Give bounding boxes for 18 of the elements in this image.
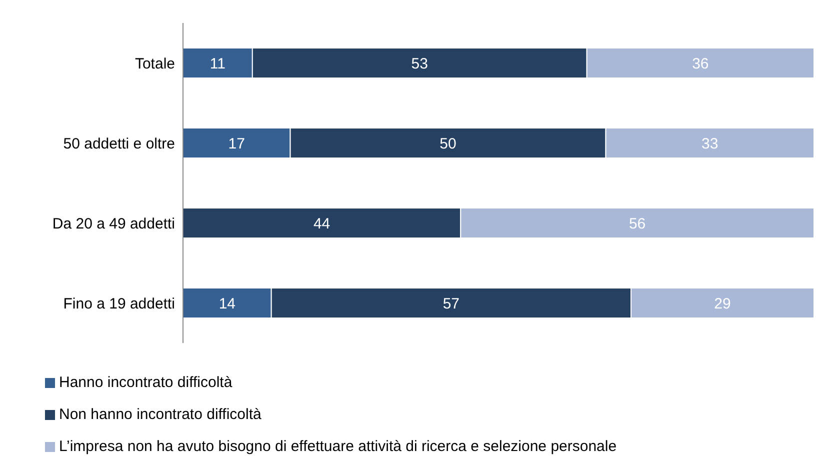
- data-label: 53: [411, 55, 428, 72]
- data-label: 44: [313, 215, 330, 232]
- data-label: 36: [692, 55, 709, 72]
- data-label: 17: [228, 135, 245, 152]
- data-label: 50: [440, 135, 456, 152]
- y-tick-label: 50 addetti e oltre: [63, 135, 175, 152]
- legend-label: Hanno incontrato difficoltà: [59, 373, 232, 393]
- data-label: 57: [442, 295, 460, 312]
- y-tick-label: Totale: [134, 55, 175, 72]
- y-tick-label: Da 20 a 49 addetti: [52, 215, 175, 232]
- data-label: 14: [218, 295, 236, 312]
- data-label: 56: [628, 215, 646, 232]
- data-label: 29: [714, 295, 731, 312]
- legend-label: L’impresa non ha avuto bisogno di effettuare attività di ricerca e selezione personale: [59, 437, 617, 457]
- y-tick-label: Fino a 19 addetti: [63, 295, 175, 312]
- legend-label: Non hanno incontrato difficoltà: [59, 405, 262, 425]
- data-label: 33: [702, 135, 718, 152]
- data-label: 11: [210, 55, 226, 72]
